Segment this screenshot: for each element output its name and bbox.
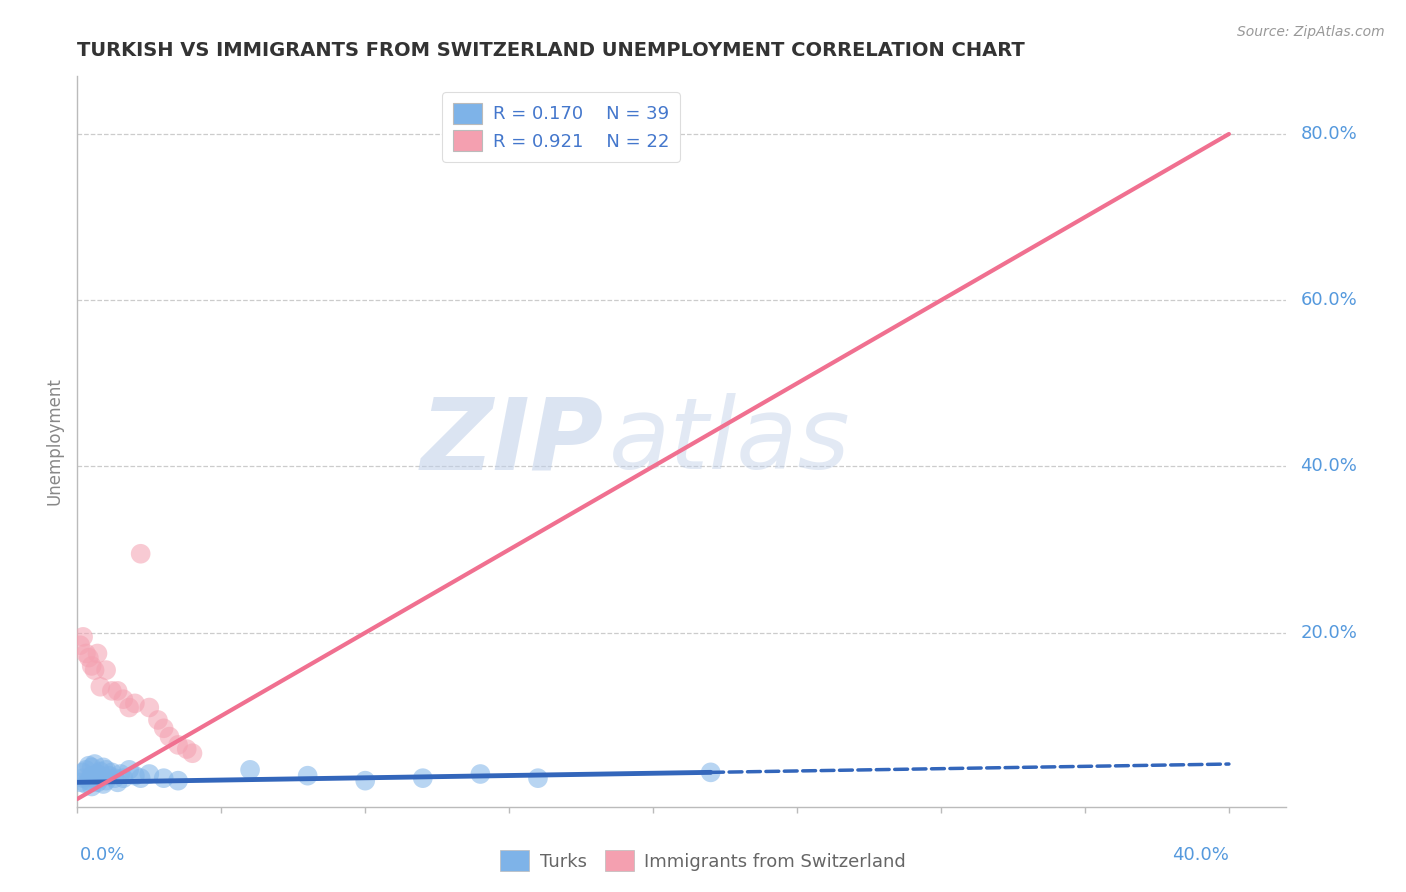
Point (470, 767, 492, 781)
Point (91, 760, 114, 774)
Point (152, 721, 174, 735)
Y-axis label: Unemployment: Unemployment (45, 377, 63, 506)
Point (118, 763, 141, 777)
Point (112, 771, 135, 785)
Point (124, 697, 146, 711)
Point (159, 730, 181, 744)
Text: atlas: atlas (609, 393, 851, 490)
Point (72, 630, 94, 644)
Point (176, 742, 198, 756)
Point (75, 763, 97, 777)
Point (297, 769, 319, 783)
Point (80, 780, 103, 794)
Point (152, 771, 174, 785)
Point (86, 775, 108, 789)
Point (91, 777, 114, 791)
Text: ZIP: ZIP (420, 393, 603, 490)
Point (138, 700, 160, 714)
Point (89, 764, 111, 779)
Point (75, 777, 97, 791)
Point (699, 765, 721, 780)
Legend: R = 0.170    N = 39, R = 0.921    N = 22: R = 0.170 N = 39, R = 0.921 N = 22 (441, 92, 681, 161)
Point (239, 763, 262, 777)
Point (86, 647, 108, 661)
Point (80, 769, 103, 783)
Text: Source: ZipAtlas.com: Source: ZipAtlas.com (1237, 25, 1385, 39)
Text: 0.0%: 0.0% (80, 847, 125, 864)
Point (107, 775, 129, 789)
Point (110, 767, 132, 781)
Text: 60.0%: 60.0% (1301, 292, 1357, 310)
Point (101, 684, 124, 698)
Point (112, 692, 135, 706)
Point (146, 713, 169, 727)
Point (72, 765, 94, 780)
Point (83, 663, 105, 677)
Point (138, 767, 160, 781)
Point (77, 773, 100, 788)
Point (527, 771, 550, 785)
Point (89, 680, 111, 694)
Point (94, 763, 117, 777)
Point (89, 771, 111, 785)
Point (80, 760, 103, 774)
Text: TURKISH VS IMMIGRANTS FROM SWITZERLAND UNEMPLOYMENT CORRELATION CHART: TURKISH VS IMMIGRANTS FROM SWITZERLAND U… (77, 41, 1025, 61)
Point (167, 773, 190, 788)
Point (94, 773, 117, 788)
Point (104, 771, 127, 785)
Point (77, 650, 100, 665)
Point (101, 765, 124, 780)
Text: 80.0%: 80.0% (1301, 125, 1357, 143)
Point (129, 547, 152, 561)
Point (80, 659, 103, 673)
Point (167, 738, 190, 752)
Point (94, 663, 117, 677)
Point (98, 769, 121, 783)
Point (86, 767, 108, 781)
Text: 40.0%: 40.0% (1173, 847, 1229, 864)
Point (75, 647, 97, 661)
Point (354, 773, 377, 788)
Point (129, 771, 152, 785)
Point (83, 771, 105, 785)
Point (181, 746, 204, 760)
Point (107, 684, 129, 698)
Point (412, 771, 434, 785)
Point (72, 771, 94, 785)
Legend: Turks, Immigrants from Switzerland: Turks, Immigrants from Switzerland (492, 843, 914, 879)
Point (69, 775, 91, 789)
Text: 20.0%: 20.0% (1301, 624, 1357, 641)
Point (83, 757, 105, 772)
Point (118, 700, 141, 714)
Point (124, 769, 146, 783)
Point (69, 638, 91, 652)
Point (77, 758, 100, 772)
Text: 40.0%: 40.0% (1301, 458, 1357, 475)
